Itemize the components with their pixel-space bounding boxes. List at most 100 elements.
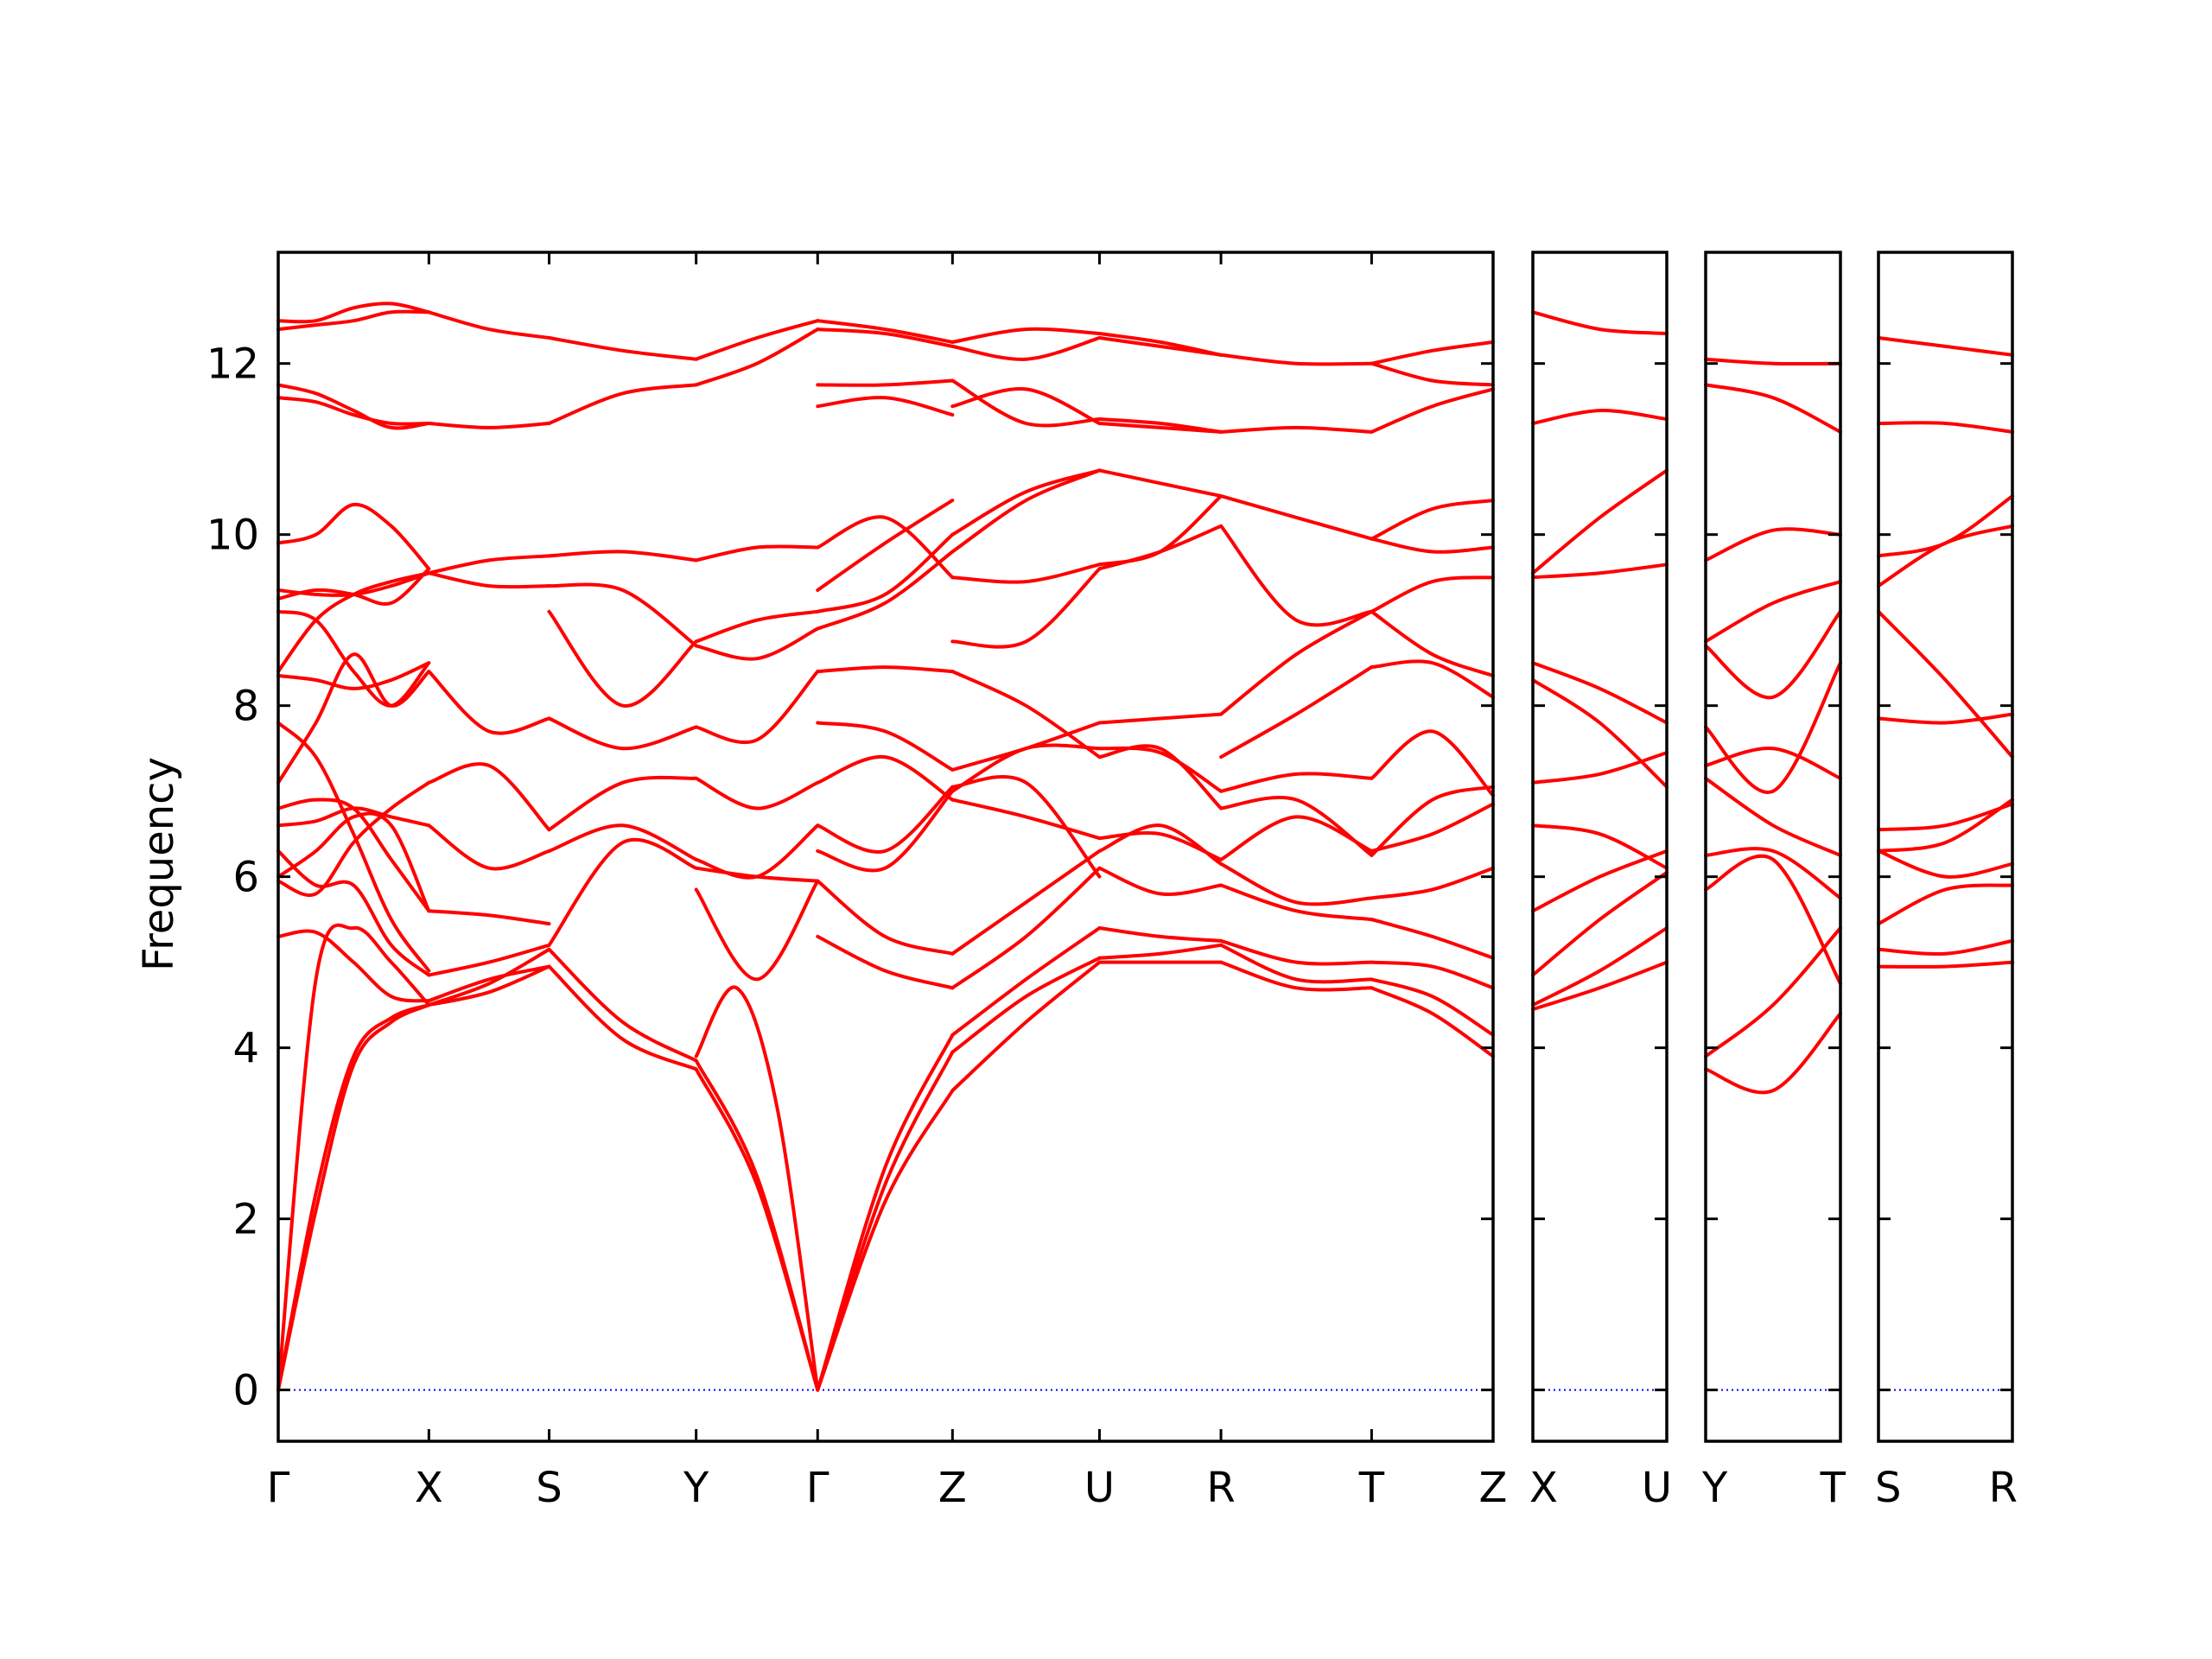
band-Y-T-11 xyxy=(1704,383,1842,434)
band-U-R-7 xyxy=(1097,746,1224,793)
band-Y-Γ-13 xyxy=(694,319,820,361)
x-tick-label: R xyxy=(1206,1464,1235,1512)
band-R-T-11 xyxy=(1219,524,1374,627)
band-T-Z-13 xyxy=(1370,499,1495,541)
band-X-U-4 xyxy=(1531,849,1669,913)
band-Y-Γ-7 xyxy=(694,776,820,810)
band-R-T-13 xyxy=(1219,425,1374,434)
band-Y-T-6 xyxy=(1704,747,1842,780)
band-X-U-1 xyxy=(1531,960,1669,1012)
x-tick-label: Γ xyxy=(267,1464,290,1512)
band-Z-U-16 xyxy=(950,378,1102,428)
band-R-T-1 xyxy=(1219,960,1374,992)
band-X-S-10 xyxy=(427,554,551,575)
band-S-Y-2 xyxy=(547,947,698,1063)
band-U-R-4 xyxy=(1097,866,1224,896)
band-S-Y-5 xyxy=(547,775,698,832)
band-Y-Γ-1 xyxy=(694,1067,820,1392)
band-Z-U-13 xyxy=(950,468,1102,554)
band-X-U-10 xyxy=(1531,468,1669,575)
band-Γ-X-13 xyxy=(276,571,431,674)
band-Γ-X-4 xyxy=(276,929,431,1003)
band-X-S-2 xyxy=(427,947,551,1007)
band-X-U-2 xyxy=(1531,926,1669,1007)
band-Γ-X-2 xyxy=(276,1003,431,1392)
band-Γ-Z-12 xyxy=(816,532,955,613)
band-Γ-Z-17 xyxy=(816,327,955,348)
band-U-R-11 xyxy=(1097,494,1224,567)
band-T-Z-12 xyxy=(1370,537,1495,554)
band-T-Z-7 xyxy=(1370,785,1495,857)
band-X-S-8 xyxy=(427,670,551,735)
band-T-Z-10 xyxy=(1370,609,1495,677)
band-Y-Γ-6 xyxy=(694,823,820,880)
band-Γ-Z-11 xyxy=(816,550,955,631)
band-X-U-8 xyxy=(1531,661,1669,725)
y-axis-label: Frequency xyxy=(135,757,183,971)
band-R-T-5 xyxy=(1219,861,1374,906)
panel-frame xyxy=(1531,251,1669,1443)
band-S-Y-6 xyxy=(547,716,698,751)
band-S-Y-3 xyxy=(547,837,698,947)
band-Y-T-1 xyxy=(1704,1012,1842,1095)
band-U-R-5 xyxy=(1097,823,1224,866)
band-S-R-6 xyxy=(1877,798,2014,853)
band-S-Y-1 xyxy=(547,964,698,1071)
x-tick-label: Y xyxy=(1701,1464,1728,1512)
band-Z-U-12 xyxy=(950,563,1102,584)
band-Y-T-2 xyxy=(1704,926,1842,1058)
x-tick-label: Z xyxy=(938,1464,967,1512)
y-tick-label: 6 xyxy=(232,854,259,902)
band-X-S-12 xyxy=(427,310,551,340)
band-S-R-11 xyxy=(1877,421,2014,434)
band-Γ-X-12 xyxy=(276,661,431,690)
band-X-U-12 xyxy=(1531,310,1669,335)
band-X-U-6 xyxy=(1531,751,1669,785)
band-Z-U-5 xyxy=(950,849,1102,956)
y-tick-label: 12 xyxy=(207,340,259,389)
x-tick-label: X xyxy=(1529,1464,1558,1512)
band-Γ-Z-15 xyxy=(816,396,955,417)
band-Γ-X-19 xyxy=(276,383,431,430)
x-tick-label: S xyxy=(1875,1464,1901,1512)
y-tick-label: 8 xyxy=(232,683,259,731)
band-T-Z-11 xyxy=(1370,575,1495,613)
band-R-T-7 xyxy=(1219,795,1374,857)
band-Γ-Z-14 xyxy=(816,515,955,580)
band-T-Z-14 xyxy=(1370,387,1495,434)
band-R-T-4 xyxy=(1219,883,1374,922)
band-Γ-Z-5 xyxy=(816,879,955,956)
band-Γ-Z-9 xyxy=(816,721,955,772)
band-T-Z-8 xyxy=(1370,729,1495,798)
band-X-U-3 xyxy=(1531,870,1669,977)
band-X-U-7 xyxy=(1531,678,1669,789)
band-R-T-2 xyxy=(1219,943,1374,984)
x-tick-label: Γ xyxy=(806,1464,830,1512)
band-Γ-Z-6 xyxy=(816,789,955,873)
band-Y-T-5 xyxy=(1704,776,1842,857)
panel-1: 0 2 4 6 8 10 12 Γ X S Y Γ Z U R T Z xyxy=(207,251,1507,1512)
band-S-Y-8 xyxy=(547,582,698,648)
band-Γ-X-7 xyxy=(276,849,431,977)
band-Γ-X-3 xyxy=(276,923,431,1392)
band-Y-Γ-10 xyxy=(694,609,820,644)
band-R-T-6 xyxy=(1219,815,1374,861)
band-Z-U-6 xyxy=(950,798,1102,841)
band-R-T-10 xyxy=(1219,609,1374,716)
band-T-Z-2 xyxy=(1370,977,1495,1037)
band-T-Z-6 xyxy=(1370,802,1495,853)
band-X-U-5 xyxy=(1531,823,1669,870)
band-Z-U-8 xyxy=(950,775,1102,879)
band-X-S-6 xyxy=(427,823,551,871)
band-U-R-14 xyxy=(1097,417,1224,434)
band-S-Y-9 xyxy=(547,550,698,563)
x-tick-label: R xyxy=(1989,1464,2018,1512)
band-X-S-11 xyxy=(427,422,551,429)
band-Γ-Z-7 xyxy=(816,785,955,855)
band-S-Y-7 xyxy=(547,609,698,708)
band-Γ-X-14 xyxy=(276,609,431,708)
band-Z-U-9 xyxy=(950,721,1102,772)
band-Y-Γ-2 xyxy=(694,1058,820,1392)
